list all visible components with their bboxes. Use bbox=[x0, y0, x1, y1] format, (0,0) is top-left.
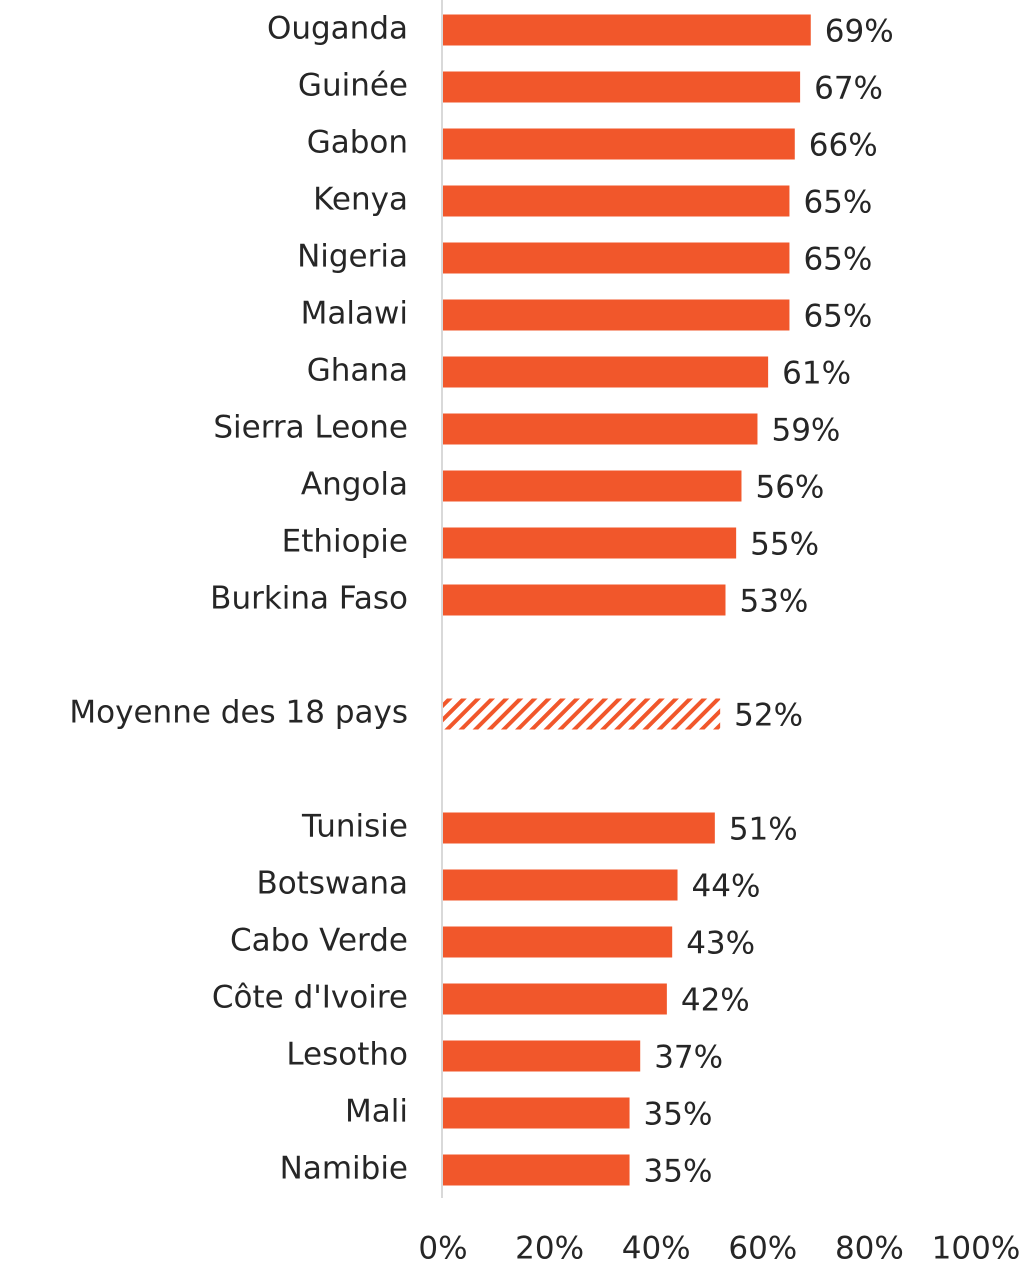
y-tick-label: Ethiopie bbox=[282, 524, 408, 560]
data-label: 69% bbox=[825, 14, 894, 50]
x-tick-label: 100% bbox=[932, 1231, 1021, 1261]
data-label: 52% bbox=[734, 698, 803, 734]
data-label: 65% bbox=[803, 242, 872, 278]
data-label: 43% bbox=[686, 926, 755, 962]
data-label: 56% bbox=[755, 470, 824, 506]
x-tick-label: 80% bbox=[835, 1231, 904, 1261]
y-tick-label: Namibie bbox=[280, 1151, 408, 1187]
bar bbox=[443, 470, 742, 502]
x-tick-label: 20% bbox=[515, 1231, 584, 1261]
bar bbox=[443, 128, 795, 160]
bar bbox=[443, 1040, 641, 1072]
y-tick-label: Mali bbox=[345, 1094, 408, 1130]
bar bbox=[443, 413, 758, 445]
data-label: 53% bbox=[739, 584, 808, 620]
y-tick-label: Botswana bbox=[256, 866, 408, 902]
y-tick-label: Ouganda bbox=[267, 11, 408, 47]
x-tick-label: 60% bbox=[728, 1231, 797, 1261]
y-tick-label: Moyenne des 18 pays bbox=[69, 695, 408, 731]
data-label: 67% bbox=[814, 71, 883, 107]
y-tick-label: Gabon bbox=[307, 125, 408, 161]
bar bbox=[443, 926, 673, 958]
y-tick-label: Cabo Verde bbox=[230, 923, 408, 959]
bar bbox=[443, 1097, 630, 1129]
data-label: 37% bbox=[654, 1040, 723, 1076]
bar bbox=[443, 356, 769, 388]
data-label: 61% bbox=[782, 356, 851, 392]
data-label: 35% bbox=[644, 1154, 713, 1190]
y-tick-label: Malawi bbox=[301, 296, 408, 332]
y-tick-label: Sierra Leone bbox=[213, 410, 408, 446]
y-tick-label: Côte d'Ivoire bbox=[212, 980, 408, 1016]
data-label: 65% bbox=[803, 299, 872, 335]
data-label: 55% bbox=[750, 527, 819, 563]
y-tick-label: Tunisie bbox=[301, 809, 408, 845]
data-label: 51% bbox=[729, 812, 798, 848]
bar bbox=[443, 14, 811, 46]
x-tick-label: 0% bbox=[418, 1231, 467, 1261]
data-label: 44% bbox=[692, 869, 761, 905]
data-label: 35% bbox=[644, 1097, 713, 1133]
y-tick-label: Kenya bbox=[313, 182, 408, 218]
x-tick-label: 40% bbox=[622, 1231, 691, 1261]
data-label: 59% bbox=[771, 413, 840, 449]
bar bbox=[443, 812, 715, 844]
data-label: 65% bbox=[803, 185, 872, 221]
y-tick-label: Lesotho bbox=[286, 1037, 408, 1073]
y-tick-label: Nigeria bbox=[297, 239, 408, 275]
bar bbox=[443, 242, 790, 274]
data-label: 66% bbox=[809, 128, 878, 164]
bar bbox=[443, 1154, 630, 1186]
y-tick-label: Guinée bbox=[298, 68, 408, 104]
data-label: 42% bbox=[681, 983, 750, 1019]
y-tick-label: Ghana bbox=[307, 353, 408, 389]
bar bbox=[443, 185, 790, 217]
y-tick-label: Angola bbox=[301, 467, 408, 503]
bar bbox=[443, 698, 721, 730]
bar bbox=[443, 527, 737, 559]
bar bbox=[443, 299, 790, 331]
bar bbox=[443, 983, 667, 1015]
bar bbox=[443, 869, 678, 901]
y-tick-label: Burkina Faso bbox=[210, 581, 408, 617]
bar bbox=[443, 71, 801, 103]
bar bbox=[443, 584, 726, 616]
